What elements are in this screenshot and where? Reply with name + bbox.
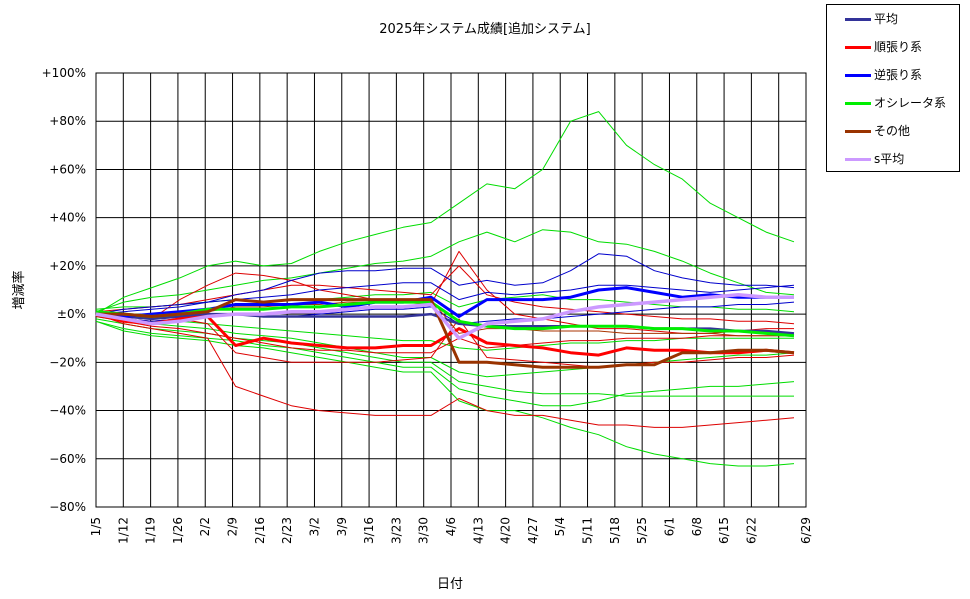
background-series-line — [95, 265, 795, 325]
x-tick-label: 6/15 — [717, 517, 731, 544]
x-tick-label: 2/16 — [253, 517, 267, 544]
y-tick-label: +100% — [42, 66, 86, 80]
x-tick-labels: 1/5 1/12 1/19 1/26 2/2 2/9 2/16 2/23 3/2 3/9 3/16 3… — [89, 517, 813, 544]
y-tick-label: −80% — [49, 500, 86, 514]
legend-item: 平均 — [845, 9, 955, 29]
y-tick-label: +60% — [49, 162, 86, 176]
y-tick-label: +40% — [49, 211, 86, 225]
background-series-lines — [95, 111, 795, 467]
y-axis-label: 増減率 — [11, 270, 27, 309]
legend-label: その他 — [874, 124, 911, 138]
y-tick-label: +80% — [49, 114, 86, 128]
x-tick-label: 1/5 — [89, 517, 103, 536]
background-series-line — [95, 316, 795, 378]
series-line-その他 — [96, 298, 795, 369]
background-series-line — [95, 253, 795, 315]
x-tick-label: 6/22 — [744, 517, 758, 544]
legend: 平均順張り系逆張り系オシレータ系 その他 s平均 — [826, 4, 960, 172]
y-tick-label: +20% — [49, 259, 86, 273]
main-series-lines — [95, 286, 795, 369]
legend-swatch — [845, 46, 871, 49]
series-line-順張り系 — [95, 312, 795, 357]
background-series-line — [95, 320, 795, 407]
legend-label: 順張り系 — [874, 40, 923, 54]
legend-label: s平均 — [874, 152, 905, 166]
x-tick-label: 2/23 — [280, 517, 294, 544]
legend-label: 平均 — [874, 12, 899, 26]
x-tick-label: 4/13 — [471, 517, 485, 544]
y-tick-label: ±0% — [57, 307, 86, 321]
legend-item: 順張り系 — [845, 37, 955, 57]
x-tick-label: 4/6 — [444, 517, 458, 536]
x-tick-label: 3/23 — [389, 517, 403, 544]
x-tick-label: 5/18 — [608, 517, 622, 544]
x-axis-label: 日付 — [437, 577, 463, 592]
x-tick-label: 5/4 — [553, 517, 567, 536]
legend-item: その他 — [845, 121, 955, 141]
y-tick-label: −60% — [49, 452, 86, 466]
background-series-line — [95, 316, 794, 354]
x-tick-label: 2/2 — [198, 517, 212, 536]
x-tick-label: 3/16 — [362, 517, 376, 544]
legend-item: s平均 — [845, 149, 955, 169]
background-series-line — [95, 282, 795, 315]
series-line-s平均 — [95, 293, 794, 340]
legend-label: オシレータ系 — [874, 96, 947, 110]
legend-label: 逆張り系 — [874, 68, 923, 82]
legend-swatch — [845, 18, 871, 21]
x-tick-label: 3/2 — [307, 517, 321, 536]
x-tick-label: 4/20 — [499, 517, 513, 544]
legend-swatch — [845, 158, 871, 161]
x-tick-label: 1/26 — [171, 517, 185, 544]
chart-title: 2025年システム成績[追加システム] — [379, 21, 590, 37]
x-tick-label: 3/30 — [417, 517, 431, 544]
y-tick-label: −40% — [49, 404, 86, 418]
x-tick-label: 1/19 — [144, 517, 158, 544]
x-tick-label: 6/1 — [662, 517, 676, 536]
x-tick-label: 4/27 — [526, 517, 540, 544]
legend-item: 逆張り系 — [845, 65, 955, 85]
background-series-line — [95, 320, 795, 467]
y-tick-labels: +100% +80% +60% +40% +20% ±0% −20% −40% −60% −80% — [42, 66, 86, 514]
legend-swatch — [845, 102, 871, 105]
legend-swatch — [845, 74, 871, 77]
legend-item: オシレータ系 — [845, 93, 955, 113]
x-tick-label: 2/9 — [226, 517, 240, 536]
background-series-line — [95, 313, 795, 428]
x-tick-label: 5/25 — [635, 517, 649, 544]
x-tick-label: 6/8 — [690, 517, 704, 536]
x-tick-label: 3/9 — [335, 517, 349, 536]
legend-swatch — [845, 130, 871, 133]
x-tick-label: 1/12 — [116, 517, 130, 544]
y-tick-label: −20% — [49, 355, 86, 369]
x-tick-label: 6/29 — [799, 517, 813, 544]
background-series-line — [95, 111, 795, 315]
background-series-line — [95, 229, 795, 313]
x-tick-label: 5/11 — [581, 517, 595, 544]
